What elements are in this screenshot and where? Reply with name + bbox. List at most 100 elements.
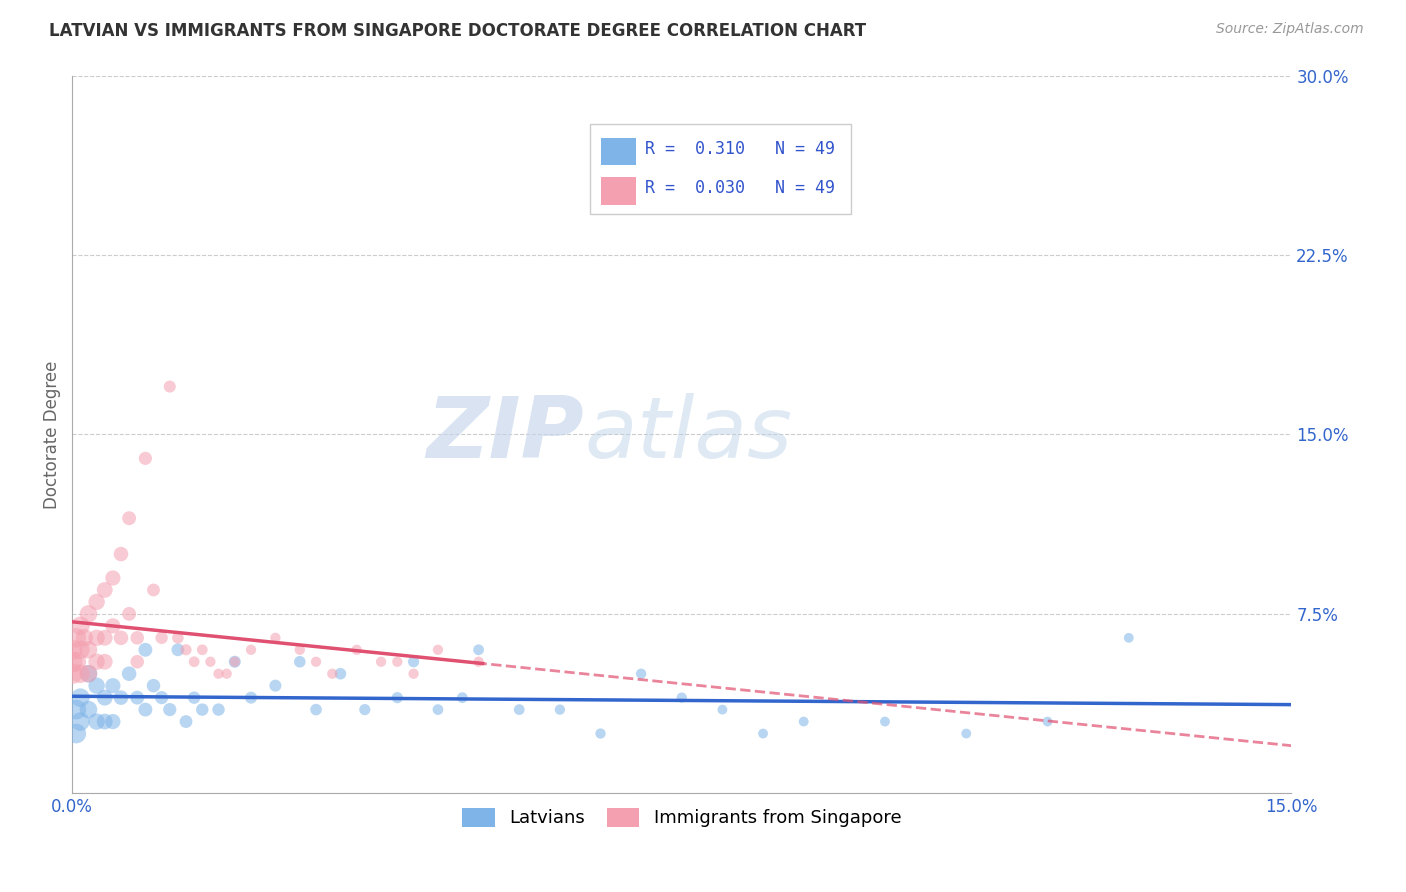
Point bbox=[793, 714, 815, 729]
Point bbox=[93, 582, 115, 597]
Point bbox=[77, 666, 100, 681]
Point bbox=[142, 679, 165, 693]
Point bbox=[288, 642, 311, 657]
Legend: Latvians, Immigrants from Singapore: Latvians, Immigrants from Singapore bbox=[456, 801, 908, 835]
Point bbox=[77, 642, 100, 657]
Point bbox=[167, 642, 190, 657]
Text: R =  0.310   N = 49: R = 0.310 N = 49 bbox=[645, 140, 835, 158]
Point bbox=[426, 703, 449, 717]
Point bbox=[86, 631, 108, 645]
Point bbox=[240, 642, 263, 657]
Point bbox=[305, 655, 328, 669]
Point bbox=[1118, 631, 1140, 645]
Point bbox=[630, 666, 652, 681]
Point bbox=[264, 679, 287, 693]
Point bbox=[86, 655, 108, 669]
Point bbox=[174, 714, 197, 729]
Point bbox=[353, 703, 375, 717]
Y-axis label: Doctorate Degree: Doctorate Degree bbox=[44, 360, 60, 508]
Point bbox=[69, 619, 91, 633]
Point bbox=[60, 642, 83, 657]
Point bbox=[93, 690, 115, 705]
Point bbox=[183, 690, 205, 705]
Point bbox=[1036, 714, 1059, 729]
Point bbox=[207, 666, 229, 681]
Point bbox=[671, 690, 693, 705]
Point bbox=[402, 666, 425, 681]
Point bbox=[955, 726, 977, 740]
Point bbox=[207, 703, 229, 717]
Point bbox=[150, 690, 173, 705]
Point bbox=[134, 642, 156, 657]
Point bbox=[370, 655, 392, 669]
Point bbox=[77, 666, 100, 681]
Point bbox=[183, 655, 205, 669]
Point bbox=[224, 655, 246, 669]
Point bbox=[467, 655, 489, 669]
Point bbox=[224, 655, 246, 669]
Point bbox=[93, 714, 115, 729]
Point bbox=[159, 379, 181, 393]
Point bbox=[321, 666, 343, 681]
Point bbox=[134, 451, 156, 466]
Point bbox=[65, 703, 87, 717]
Point bbox=[200, 655, 222, 669]
Point bbox=[101, 679, 124, 693]
Point bbox=[101, 571, 124, 585]
Point bbox=[86, 714, 108, 729]
Point bbox=[77, 703, 100, 717]
Point bbox=[215, 666, 238, 681]
Point bbox=[467, 642, 489, 657]
Text: Source: ZipAtlas.com: Source: ZipAtlas.com bbox=[1216, 22, 1364, 37]
Point bbox=[589, 726, 612, 740]
Point bbox=[264, 631, 287, 645]
Point bbox=[110, 690, 132, 705]
Point bbox=[73, 631, 96, 645]
Text: LATVIAN VS IMMIGRANTS FROM SINGAPORE DOCTORATE DEGREE CORRELATION CHART: LATVIAN VS IMMIGRANTS FROM SINGAPORE DOC… bbox=[49, 22, 866, 40]
Point bbox=[548, 703, 571, 717]
Point bbox=[508, 703, 530, 717]
Point bbox=[69, 666, 91, 681]
Text: ZIP: ZIP bbox=[426, 393, 585, 476]
Point bbox=[69, 642, 91, 657]
Point bbox=[873, 714, 896, 729]
Point bbox=[174, 642, 197, 657]
Point bbox=[426, 642, 449, 657]
Point bbox=[93, 631, 115, 645]
Point bbox=[118, 666, 141, 681]
Point bbox=[110, 631, 132, 645]
Point bbox=[60, 655, 83, 669]
Point bbox=[110, 547, 132, 561]
Point bbox=[191, 642, 214, 657]
Point bbox=[86, 595, 108, 609]
Point bbox=[142, 582, 165, 597]
Point bbox=[65, 726, 87, 740]
Point bbox=[65, 655, 87, 669]
Point bbox=[69, 690, 91, 705]
Point bbox=[191, 703, 214, 717]
Point bbox=[346, 642, 368, 657]
Point bbox=[402, 655, 425, 669]
Point bbox=[69, 714, 91, 729]
Point bbox=[60, 666, 83, 681]
Point bbox=[134, 703, 156, 717]
Point bbox=[451, 690, 474, 705]
Point bbox=[101, 714, 124, 729]
Text: atlas: atlas bbox=[585, 393, 792, 476]
Text: R =  0.030   N = 49: R = 0.030 N = 49 bbox=[645, 179, 835, 197]
Point bbox=[86, 679, 108, 693]
Point bbox=[240, 690, 263, 705]
Point bbox=[288, 655, 311, 669]
Point bbox=[118, 607, 141, 621]
Point bbox=[93, 655, 115, 669]
Point bbox=[711, 703, 734, 717]
Point bbox=[305, 703, 328, 717]
Point bbox=[77, 607, 100, 621]
Point bbox=[387, 655, 409, 669]
Point bbox=[752, 726, 775, 740]
Point bbox=[329, 666, 352, 681]
Point bbox=[101, 619, 124, 633]
Point bbox=[127, 690, 149, 705]
Point bbox=[127, 631, 149, 645]
Point bbox=[159, 703, 181, 717]
